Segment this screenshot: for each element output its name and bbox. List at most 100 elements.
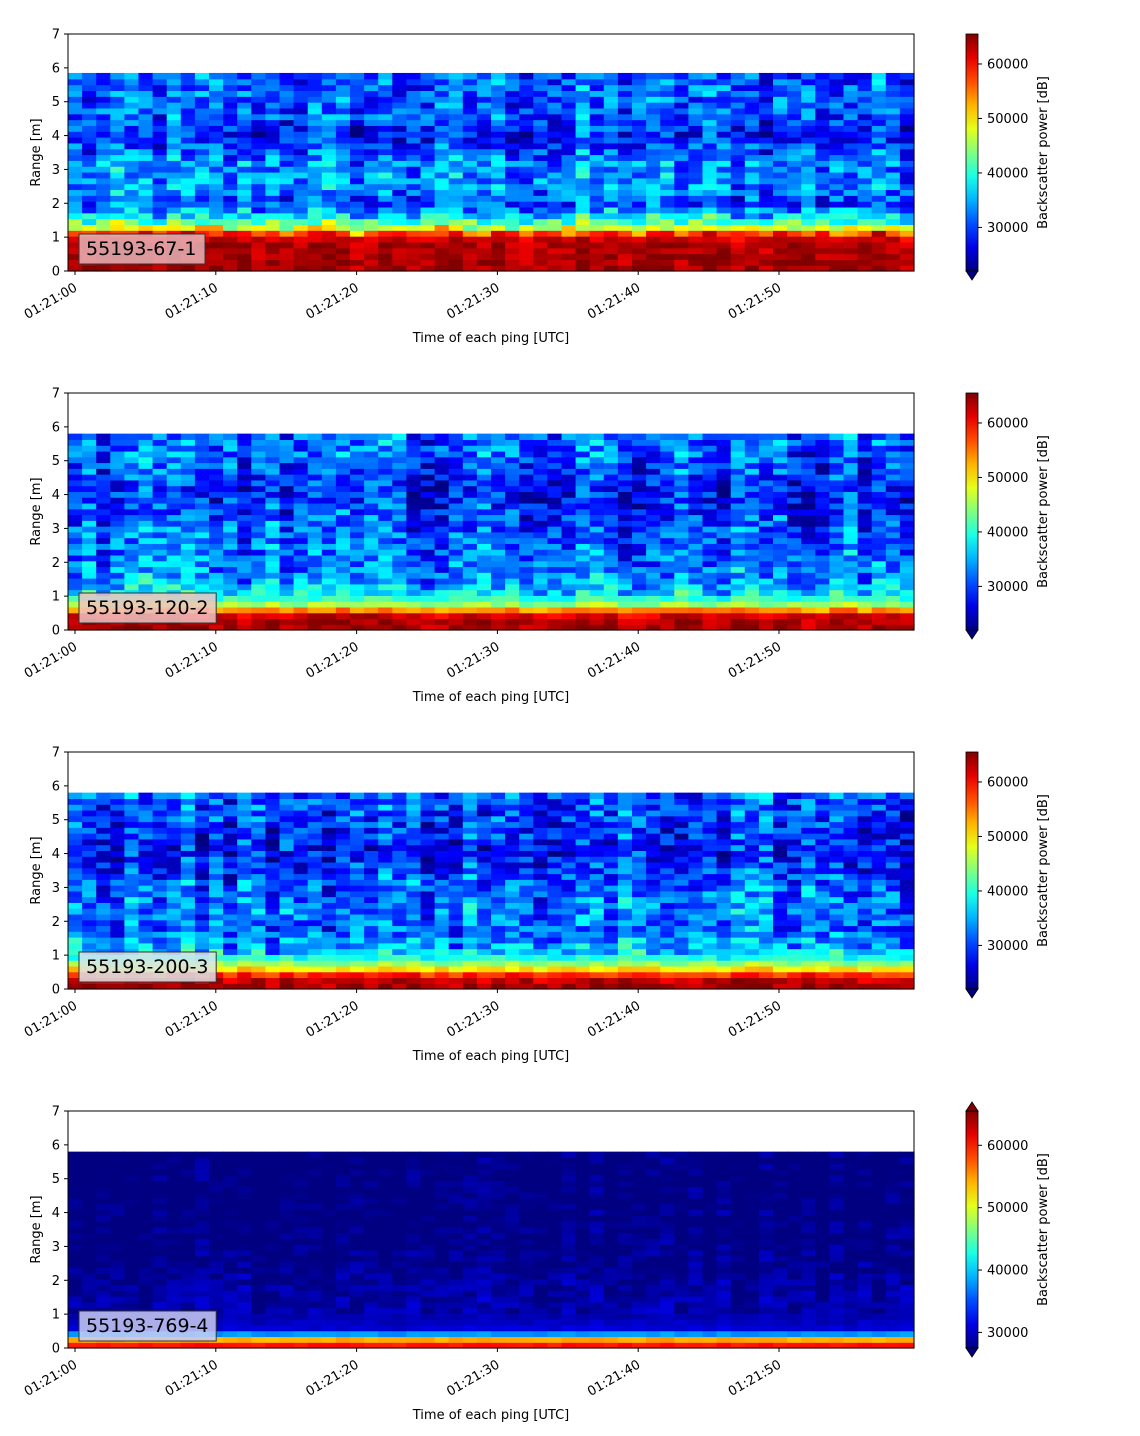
heatmap-cell (589, 137, 605, 144)
heatmap-cell (321, 560, 337, 568)
heatmap-cell (350, 259, 365, 266)
heatmap-cell (209, 931, 224, 938)
heatmap-cell (575, 154, 591, 161)
heatmap-cell (646, 265, 661, 272)
heatmap-cell (533, 259, 548, 266)
heatmap-cell (265, 965, 281, 973)
heatmap-cell (434, 491, 450, 498)
heatmap-cell (547, 247, 563, 255)
heatmap-cell (491, 247, 506, 255)
heatmap-cell (68, 206, 83, 214)
heatmap-cell (265, 583, 281, 591)
heatmap-cell (773, 113, 788, 121)
heatmap-cell (335, 485, 351, 492)
heatmap-cell (575, 549, 591, 556)
heatmap-cell (209, 474, 224, 481)
heatmap-cell (617, 265, 633, 272)
heatmap-cell (265, 526, 281, 533)
heatmap-cell (420, 612, 436, 620)
heatmap-cell (674, 236, 689, 243)
heatmap-cell (758, 549, 774, 556)
heatmap-cell (364, 450, 379, 458)
heatmap-cell (307, 925, 323, 932)
heatmap-cell (758, 433, 774, 441)
heatmap-cell (476, 171, 492, 179)
heatmap-cell (364, 873, 379, 880)
heatmap-cell (702, 606, 718, 614)
heatmap-cell (899, 177, 915, 185)
heatmap-cell (434, 502, 450, 510)
heatmap-cell (603, 514, 619, 521)
heatmap-cell (660, 439, 675, 446)
heatmap-cell (448, 224, 464, 231)
heatmap-cell (519, 479, 534, 487)
heatmap-cell (194, 479, 210, 487)
heatmap-cell (899, 433, 915, 441)
heatmap-cell (124, 867, 140, 875)
heatmap-cell (575, 485, 591, 492)
heatmap-cell (406, 491, 422, 498)
heatmap-cell (180, 84, 196, 92)
heatmap-cell (857, 224, 873, 231)
heatmap-cell (420, 131, 436, 138)
heatmap-cell (96, 885, 111, 892)
heatmap-cell (364, 131, 379, 138)
heatmap-cell (702, 230, 718, 237)
heatmap-cell (448, 491, 464, 498)
heatmap-cell (730, 589, 746, 596)
heatmap-cell (519, 183, 534, 191)
heatmap-cell (603, 90, 619, 97)
heatmap-cell (871, 502, 887, 510)
heatmap-cell (476, 624, 492, 631)
heatmap-cell (462, 502, 478, 510)
heatmap-cell (166, 462, 182, 469)
heatmap-cell (378, 589, 393, 596)
heatmap-cell (575, 113, 591, 121)
heatmap-cell (758, 84, 774, 92)
heatmap-cell (801, 78, 816, 86)
heatmap-cell (420, 212, 436, 220)
heatmap-cell (533, 578, 548, 585)
heatmap-cell (194, 543, 210, 550)
heatmap-cell (335, 844, 351, 851)
heatmap-cell (646, 439, 661, 446)
heatmap-cell (688, 247, 704, 255)
heatmap-cell (716, 445, 732, 452)
heatmap-cell (660, 502, 675, 510)
heatmap-cell (674, 497, 689, 504)
heatmap-cell (885, 595, 901, 602)
heatmap-cell (223, 462, 238, 469)
heatmap-cell (378, 861, 393, 869)
heatmap-cell (406, 560, 422, 568)
heatmap-cell (632, 618, 647, 625)
heatmap-cell (533, 543, 548, 550)
heatmap-cell (406, 601, 422, 608)
heatmap-cell (138, 821, 154, 828)
heatmap-cell (166, 125, 182, 132)
heatmap-cell (899, 578, 915, 585)
heatmap-cell (843, 189, 859, 196)
heatmap-cell (138, 583, 154, 591)
heatmap-cell (547, 206, 563, 214)
heatmap-cell (223, 265, 238, 272)
heatmap-cell (716, 554, 732, 562)
heatmap-cell (688, 137, 704, 144)
heatmap-cell (237, 96, 252, 103)
heatmap-cell (166, 90, 182, 97)
heatmap-cell (265, 821, 281, 828)
heatmap-cell (82, 815, 97, 823)
heatmap-cell (68, 879, 83, 886)
heatmap-cell (237, 166, 252, 173)
heatmap-cell (237, 549, 252, 556)
heatmap-cell (674, 485, 689, 492)
heatmap-cell (110, 265, 125, 272)
heatmap-cell (420, 236, 436, 243)
heatmap-cell (378, 96, 393, 103)
heatmap-cell (223, 804, 238, 811)
heatmap-cell (138, 508, 154, 516)
heatmap-cell (124, 942, 140, 950)
heatmap-cell (307, 520, 323, 527)
heatmap-cell (364, 856, 379, 863)
heatmap-cell (350, 166, 365, 173)
